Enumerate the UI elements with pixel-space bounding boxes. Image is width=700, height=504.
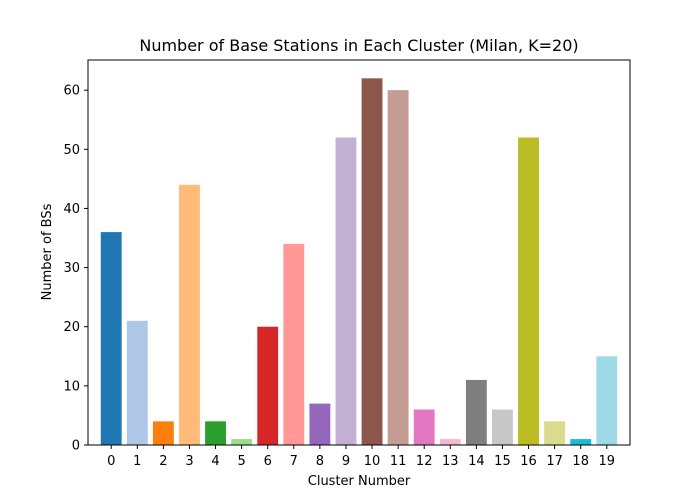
x-tick-label: 12	[416, 454, 433, 469]
x-tick-label: 15	[494, 454, 511, 469]
bar-cluster-16	[518, 137, 539, 445]
y-tick-label: 50	[63, 143, 80, 158]
x-tick-label: 16	[520, 454, 537, 469]
bar-cluster-3	[179, 184, 200, 445]
plot-frame	[87, 59, 631, 446]
x-tick-label: 1	[133, 454, 141, 469]
x-tick-label: 8	[316, 454, 324, 469]
x-ticks: 0 1 2 3 4 5 6 7 8 9 10 11 12 13 14 15 16 17 18 19	[107, 445, 615, 469]
bar-cluster-9	[335, 137, 357, 445]
x-tick-label: 18	[572, 454, 589, 469]
y-tick-label: 0	[72, 439, 80, 454]
y-tick-label: 60	[63, 84, 80, 99]
bar-cluster-15	[492, 409, 513, 445]
bar-cluster-1	[126, 320, 148, 445]
bar-cluster-6	[257, 326, 279, 445]
bar-cluster-7	[283, 243, 305, 445]
y-tick-label: 30	[63, 261, 80, 276]
x-tick-label: 17	[546, 454, 563, 469]
x-tick-label: 3	[185, 454, 193, 469]
bar-cluster-2	[152, 421, 174, 445]
bar-cluster-10	[361, 78, 383, 445]
bar-cluster-12	[413, 409, 435, 445]
y-tick-label: 10	[63, 379, 80, 394]
x-tick-label: 5	[237, 454, 245, 469]
x-axis-title: Cluster Number	[308, 474, 411, 489]
bar-cluster-0	[100, 232, 122, 445]
x-tick-label: 0	[107, 454, 115, 469]
y-tick-label: 20	[63, 320, 80, 335]
bar-cluster-13	[439, 439, 461, 445]
bar-cluster-18	[570, 439, 592, 445]
x-tick-label: 11	[390, 454, 407, 469]
x-tick-label: 6	[264, 454, 272, 469]
y-tick-label: 40	[63, 202, 80, 217]
x-tick-label: 2	[159, 454, 167, 469]
y-ticks: 0 10 20 30 40 50 60	[63, 84, 88, 454]
bar-cluster-17	[544, 421, 566, 445]
x-tick-label: 4	[211, 454, 219, 469]
bar-cluster-8	[309, 403, 331, 445]
x-tick-label: 7	[290, 454, 298, 469]
bar-cluster-19	[596, 356, 618, 445]
x-tick-label: 9	[342, 454, 350, 469]
bar-cluster-4	[205, 421, 226, 445]
chart-title: Number of Base Stations in Each Cluster …	[139, 36, 578, 55]
bars-layer	[100, 78, 618, 445]
y-axis-title: Number of BSs	[40, 203, 55, 300]
bar-cluster-5	[231, 439, 253, 445]
x-tick-label: 14	[468, 454, 485, 469]
x-tick-label: 13	[442, 454, 459, 469]
x-tick-label: 10	[364, 454, 381, 469]
bar-cluster-14	[465, 379, 487, 445]
x-tick-label: 19	[599, 454, 616, 469]
bar-cluster-11	[387, 90, 409, 445]
